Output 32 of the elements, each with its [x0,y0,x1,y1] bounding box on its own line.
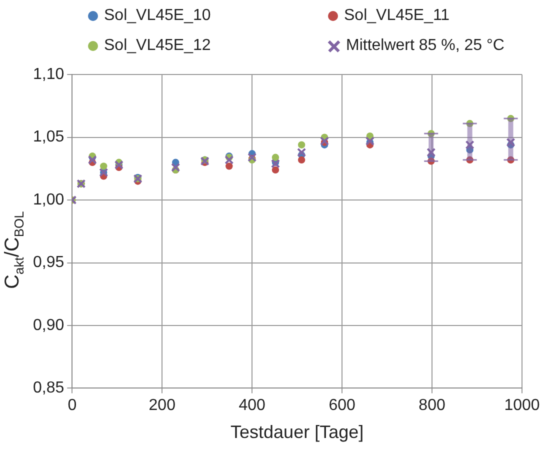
y-tick-label: 0,95 [33,254,64,272]
point [465,140,474,150]
y-tick-label: 1,05 [33,128,64,146]
y-tick-label: 0,90 [33,316,64,334]
legend-label: Sol_VL45E_11 [344,7,450,25]
point [224,155,234,164]
y-tick-label: 0,85 [33,380,64,397]
point [226,162,233,170]
x-tick-label: 0 [68,397,77,414]
point [506,138,516,147]
point [248,152,257,162]
legend-label: Sol_VL45E_10 [104,7,211,25]
point [100,162,108,170]
point [426,148,436,157]
x-tick-label: 600 [328,397,356,414]
legend-label: Mittelwert 85 %, 25 °C [346,37,504,55]
x-tick-label: 1000 [504,397,540,414]
point [272,154,280,161]
point [270,159,280,168]
y-tick-label: 1,10 [33,66,64,84]
point [298,156,306,164]
legend-label: Sol_VL45E_12 [104,37,211,55]
point [298,141,306,148]
x-tick-label: 400 [238,397,266,414]
point [297,148,306,157]
y-tick-label: 1,00 [33,191,64,208]
point [88,155,97,164]
point [272,166,280,174]
x-tick-label: 200 [148,397,176,414]
x-axis-title: Testdauer [Tage] [230,422,364,442]
x-tick-label: 800 [418,397,446,414]
point [171,162,180,172]
